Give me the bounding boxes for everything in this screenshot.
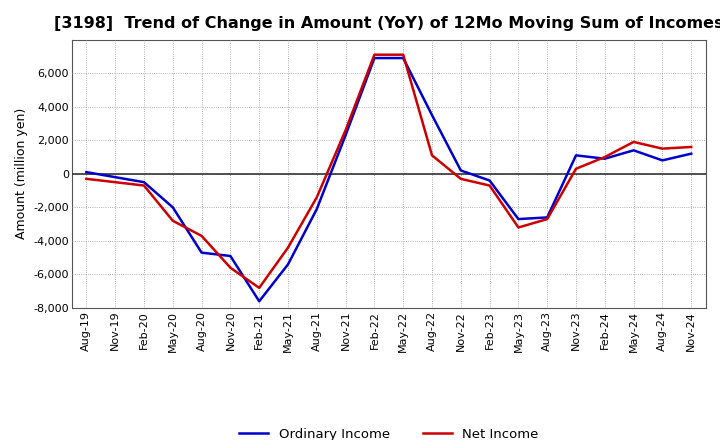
Net Income <box>168 218 177 224</box>
Ordinary Income <box>687 151 696 156</box>
Net Income <box>370 52 379 57</box>
Ordinary Income <box>284 262 292 267</box>
Net Income <box>82 176 91 181</box>
Net Income <box>255 285 264 290</box>
Ordinary Income <box>370 55 379 61</box>
Ordinary Income <box>658 158 667 163</box>
Net Income <box>485 183 494 188</box>
Ordinary Income <box>428 113 436 118</box>
Ordinary Income <box>629 148 638 153</box>
Net Income <box>456 176 465 181</box>
Ordinary Income <box>485 178 494 183</box>
Ordinary Income <box>140 180 148 185</box>
Ordinary Income <box>226 253 235 259</box>
Net Income <box>140 183 148 188</box>
Line: Net Income: Net Income <box>86 55 691 288</box>
Ordinary Income <box>543 215 552 220</box>
Net Income <box>428 153 436 158</box>
Ordinary Income <box>456 168 465 173</box>
Ordinary Income <box>312 206 321 212</box>
Net Income <box>572 166 580 172</box>
Ordinary Income <box>399 55 408 61</box>
Net Income <box>197 233 206 238</box>
Net Income <box>284 245 292 250</box>
Net Income <box>111 180 120 185</box>
Net Income <box>687 144 696 150</box>
Ordinary Income <box>168 205 177 210</box>
Net Income <box>399 52 408 57</box>
Ordinary Income <box>255 299 264 304</box>
Ordinary Income <box>514 216 523 222</box>
Net Income <box>658 146 667 151</box>
Legend: Ordinary Income, Net Income: Ordinary Income, Net Income <box>239 427 539 440</box>
Ordinary Income <box>111 175 120 180</box>
Net Income <box>514 225 523 230</box>
Net Income <box>312 194 321 200</box>
Ordinary Income <box>572 153 580 158</box>
Line: Ordinary Income: Ordinary Income <box>86 58 691 301</box>
Net Income <box>600 154 609 160</box>
Y-axis label: Amount (million yen): Amount (million yen) <box>15 108 28 239</box>
Net Income <box>543 216 552 222</box>
Ordinary Income <box>197 250 206 255</box>
Net Income <box>629 139 638 145</box>
Ordinary Income <box>600 156 609 161</box>
Net Income <box>226 265 235 270</box>
Title: [3198]  Trend of Change in Amount (YoY) of 12Mo Moving Sum of Incomes: [3198] Trend of Change in Amount (YoY) o… <box>54 16 720 32</box>
Net Income <box>341 128 350 133</box>
Ordinary Income <box>341 132 350 138</box>
Ordinary Income <box>82 169 91 175</box>
